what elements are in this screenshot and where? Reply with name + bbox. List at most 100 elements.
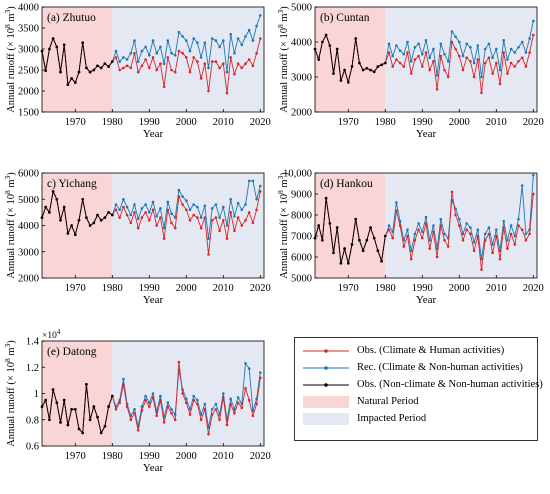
data-point — [506, 238, 509, 242]
y-tick-label: 6000 — [18, 169, 39, 180]
data-point — [317, 58, 321, 61]
data-point — [233, 229, 236, 233]
data-point — [244, 62, 247, 65]
legend: Obs. (Climate & Human activities) Rec. (… — [294, 337, 543, 441]
data-point — [502, 220, 506, 223]
data-point — [244, 362, 247, 365]
data-point — [125, 58, 129, 61]
data-point — [129, 51, 133, 55]
y-axis-label: Annual runoff (× 108 m3) — [276, 172, 290, 279]
data-point — [133, 211, 136, 214]
data-point — [259, 37, 262, 40]
data-point — [487, 226, 491, 229]
data-point — [74, 81, 77, 84]
data-point — [151, 396, 155, 399]
data-point — [133, 411, 136, 415]
data-point — [51, 190, 55, 193]
data-point — [428, 238, 432, 242]
data-point — [458, 217, 461, 221]
data-point — [85, 383, 88, 386]
data-point — [259, 371, 262, 374]
data-point — [395, 44, 398, 47]
data-point — [55, 45, 59, 49]
data-point — [218, 418, 221, 422]
y-tick-label: 2000 — [18, 274, 39, 285]
data-point — [114, 56, 118, 59]
data-point — [181, 203, 184, 206]
data-point — [406, 228, 409, 231]
data-point — [532, 33, 535, 37]
data-point — [103, 425, 107, 428]
legend-label: Obs. (Climate & Human activities) — [357, 345, 505, 356]
data-point — [491, 251, 494, 255]
data-point — [214, 402, 218, 406]
data-point — [148, 211, 151, 214]
y-tick-label: 4000 — [291, 38, 312, 49]
data-point — [177, 49, 181, 53]
data-point — [513, 234, 517, 238]
data-point — [229, 211, 232, 214]
data-point — [99, 431, 103, 435]
data-point — [118, 216, 121, 219]
data-point — [103, 216, 107, 219]
data-point — [509, 47, 513, 51]
data-point — [140, 49, 144, 53]
x-tick-label: 2010 — [486, 117, 507, 128]
data-point — [81, 198, 84, 201]
data-point — [181, 35, 184, 38]
data-point — [85, 216, 88, 219]
data-point — [133, 203, 136, 206]
data-point — [114, 203, 118, 206]
data-point — [162, 226, 166, 230]
data-point — [199, 216, 203, 219]
data-point — [443, 238, 446, 242]
data-point — [491, 56, 494, 59]
data-point — [450, 40, 454, 44]
data-point — [151, 208, 155, 212]
data-point — [122, 383, 125, 386]
data-point — [409, 60, 413, 63]
data-point — [439, 54, 443, 58]
natural-period-band — [315, 173, 386, 278]
data-point — [387, 224, 391, 227]
data-point — [44, 398, 47, 402]
data-point — [188, 408, 192, 411]
data-point — [402, 65, 406, 68]
data-point — [520, 40, 524, 44]
data-point — [222, 205, 225, 209]
data-point — [225, 91, 229, 95]
data-point — [92, 221, 96, 225]
data-point — [136, 60, 140, 63]
data-point — [199, 77, 203, 80]
data-point — [207, 66, 210, 70]
data-point — [461, 68, 465, 72]
data-point — [48, 418, 51, 422]
data-point — [88, 418, 92, 422]
data-point — [196, 216, 199, 219]
data-point — [480, 268, 483, 271]
data-point — [409, 249, 413, 252]
y-tick-label: 5000 — [291, 3, 312, 14]
data-point — [395, 58, 398, 61]
data-point — [480, 75, 483, 79]
data-point — [92, 68, 96, 72]
data-point — [88, 70, 92, 74]
data-point — [166, 56, 170, 59]
chart-panel-1: 1500 2000 2500 3000 3500 4000 1970 1980 1990 2000… — [3, 3, 271, 141]
data-point — [421, 230, 424, 234]
data-point — [361, 249, 365, 252]
data-point — [177, 188, 181, 192]
x-tick-label: 2020 — [523, 117, 544, 128]
data-point — [454, 35, 457, 39]
data-point — [432, 224, 435, 227]
data-point — [107, 211, 110, 214]
data-point — [450, 30, 454, 33]
y-tick-label: 1500 — [18, 108, 39, 119]
data-point — [347, 81, 350, 84]
data-point — [170, 212, 173, 215]
data-point — [432, 47, 435, 51]
data-point — [48, 211, 51, 214]
chart-panel-4: 5000 6000 7000 8000 9000 10,000 1970 1980 1990 20… — [276, 169, 544, 307]
data-point — [55, 198, 59, 201]
data-point — [214, 203, 218, 206]
